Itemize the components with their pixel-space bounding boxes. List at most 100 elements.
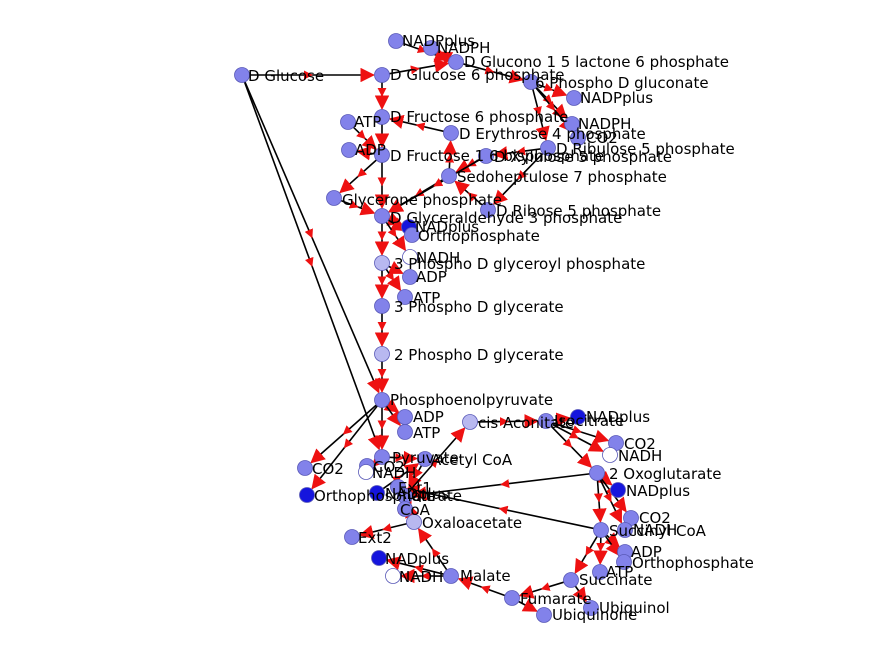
node-label-S7P: Sedoheptulose 7 phosphate	[457, 168, 667, 186]
node-GAP	[374, 208, 390, 224]
node-label-D_Glucose: D Glucose	[248, 67, 324, 85]
edge-FBP-to-DHAP	[339, 159, 377, 194]
node-CisAc	[462, 414, 478, 430]
node-label-CisAc: cis Aconitate	[478, 414, 574, 432]
node-label-DHAP: Glycerone phosphate	[342, 191, 502, 209]
node-label-Fum: Fumarate	[520, 590, 592, 608]
node-Isocit	[538, 413, 554, 429]
node-ATP3	[397, 424, 413, 440]
node-label-GL6P: D Glucono 1 5 lactone 6 phosphate	[464, 53, 729, 71]
node-label-ATP1: ATP	[354, 113, 381, 131]
node-PEP	[374, 392, 390, 408]
node-PG2	[374, 346, 390, 362]
node-label-F6P: D Fructose 6 phosphate	[390, 108, 568, 126]
node-NADH4	[385, 568, 401, 584]
node-CoA	[397, 501, 413, 517]
node-ATP4	[592, 564, 608, 580]
edge-SucCoA-to-ATP4	[593, 537, 608, 565]
node-label-ATP2: ATP	[413, 289, 440, 307]
edge-OxoGlu-to-SucCoA	[592, 480, 607, 523]
edge-BPG-to-ADP2	[387, 260, 404, 274]
node-NADH5	[358, 464, 374, 480]
node-label-Ext1: Ext1	[398, 479, 432, 497]
edge-PEP-to-CO2e	[310, 404, 377, 464]
edge-PEP-to-ATP3	[385, 405, 401, 427]
node-label-Isocit: Isocitrate	[554, 412, 624, 430]
node-Mal	[443, 568, 459, 584]
node-OxoGlu	[589, 465, 605, 481]
node-GL6P	[448, 54, 464, 70]
node-G6P	[374, 67, 390, 83]
node-NADPplus1	[388, 33, 404, 49]
label-layer: D Glucose D Glucose 6 phosphateNADPplusNA…	[248, 32, 754, 624]
node-E4P	[443, 125, 459, 141]
node-label-CO2a: CO2	[586, 129, 618, 147]
node-ATP1	[340, 114, 356, 130]
node-label-NADH1: NADH	[416, 249, 460, 267]
node-SucCoA	[593, 522, 609, 538]
node-label-NADH3: NADH	[633, 521, 677, 539]
node-Pi2	[616, 554, 632, 570]
node-label-GAP: D Glyceraldehyde 3 phosphate	[390, 209, 622, 227]
edge-FBP-to-ADP1	[355, 146, 375, 161]
edge-OxoGlu-to-NADplus3	[596, 470, 613, 486]
node-Pi3	[299, 487, 315, 503]
node-NADPH2	[564, 116, 580, 132]
node-Pi1	[404, 227, 420, 243]
node-R5P	[480, 202, 496, 218]
node-label-CO2c: CO2	[639, 509, 671, 527]
node-AcCoA	[417, 451, 433, 467]
node-BPG	[374, 255, 390, 271]
node-NADH3	[617, 522, 633, 538]
node-label-NADplus5: NADplus	[385, 485, 449, 503]
node-label-ATP3: ATP	[413, 424, 440, 442]
edge-GL6P-to-NADPH1	[437, 51, 454, 65]
node-label-ADP4: ADP	[631, 543, 662, 561]
node-NADplus3	[610, 482, 626, 498]
node-label-NADPplus1: NADPplus	[402, 32, 475, 50]
node-label-CoA: CoA	[400, 501, 431, 519]
node-label-Pi2: Orthophosphate	[632, 554, 754, 572]
node-label-Mal: Malate	[460, 567, 511, 585]
node-label-PEP: Phosphoenolpyruvate	[390, 391, 553, 409]
node-NADplus4	[371, 550, 387, 566]
node-NADPplus2	[566, 90, 582, 106]
node-label-SucCoA: Succinyl CoA	[609, 522, 707, 540]
edge-Fum-to-Ubiquinone	[518, 598, 538, 612]
node-label-NADplus1: NADplus	[415, 218, 479, 236]
node-NADplus2	[570, 409, 586, 425]
node-DHAP	[326, 190, 342, 206]
node-Ubiquinone	[536, 607, 552, 623]
node-label-E4P: D Erythrose 4 phosphate	[459, 125, 646, 143]
node-PG6	[523, 74, 539, 90]
node-NADH1	[402, 249, 418, 265]
node-FBP	[374, 147, 390, 163]
node-label-Ext2: Ext2	[358, 529, 392, 547]
node-CO2a	[570, 130, 586, 146]
edge-Isocit-to-NADplus2	[553, 412, 571, 427]
node-label-CO2b: CO2	[624, 435, 656, 453]
node-OAA	[406, 514, 422, 530]
edge-layer	[243, 42, 627, 612]
node-label-NADPH1: NADPH	[437, 39, 490, 57]
node-D_Glucose	[234, 67, 250, 83]
node-S7P	[441, 168, 457, 184]
node-CO2e	[297, 460, 313, 476]
node-label-NADplus3: NADplus	[626, 482, 690, 500]
node-label-Pi3: Orthophosphate	[314, 487, 436, 505]
edge-SucCoA-to-Pi2	[604, 535, 620, 557]
node-label-NADPH2: NADPH	[578, 115, 631, 133]
node-ATP2	[397, 289, 413, 305]
node-label-NADH4: NADH	[399, 568, 443, 586]
node-label-FBP: D Fructose 1 6 bisphosphate	[390, 147, 604, 165]
node-label-ATP4: ATP	[606, 563, 633, 581]
node-Fum	[504, 590, 520, 606]
edge-D_Glucose-to-Pyr	[243, 81, 382, 451]
node-layer	[234, 33, 639, 623]
node-NADplus5	[369, 485, 385, 501]
node-PG3	[374, 298, 390, 314]
node-label-Xu5P: D Xylulose 5 phosphate	[494, 148, 672, 166]
node-NADPH1	[423, 40, 439, 56]
node-Ubiquinol	[583, 600, 599, 616]
